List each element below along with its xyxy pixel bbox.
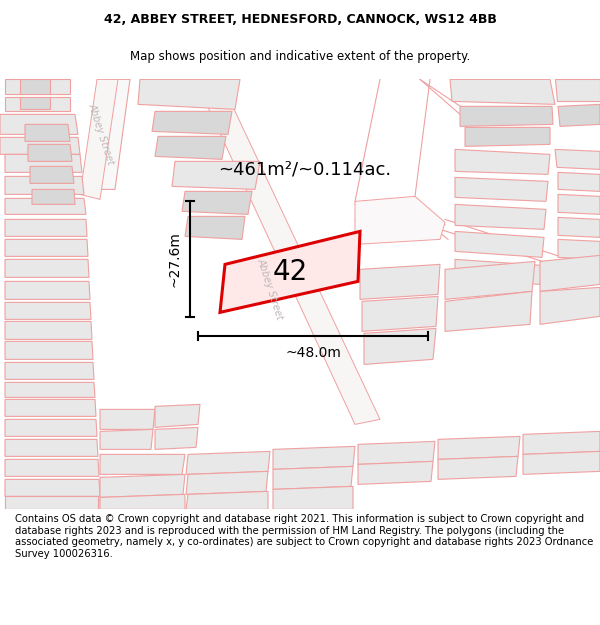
Polygon shape — [362, 296, 438, 331]
Polygon shape — [0, 138, 80, 154]
Polygon shape — [273, 486, 353, 509]
Polygon shape — [364, 328, 436, 364]
Polygon shape — [358, 441, 435, 464]
Polygon shape — [5, 176, 84, 194]
Polygon shape — [360, 264, 440, 299]
Polygon shape — [5, 499, 100, 509]
Polygon shape — [185, 216, 245, 239]
Polygon shape — [20, 98, 50, 109]
Text: ~27.6m: ~27.6m — [168, 231, 182, 288]
Polygon shape — [438, 456, 518, 479]
Text: ~48.0m: ~48.0m — [285, 346, 341, 361]
Polygon shape — [455, 149, 550, 174]
Polygon shape — [5, 79, 70, 94]
Text: Abbey Street: Abbey Street — [86, 102, 116, 166]
Polygon shape — [358, 461, 433, 484]
Polygon shape — [152, 111, 232, 134]
Polygon shape — [5, 399, 96, 416]
Polygon shape — [455, 204, 546, 229]
Polygon shape — [100, 454, 185, 474]
Polygon shape — [438, 436, 520, 459]
Polygon shape — [523, 451, 600, 474]
Text: Abbey Street: Abbey Street — [256, 258, 284, 321]
Text: Contains OS data © Crown copyright and database right 2021. This information is : Contains OS data © Crown copyright and d… — [15, 514, 593, 559]
Text: Map shows position and indicative extent of the property.: Map shows position and indicative extent… — [130, 50, 470, 62]
Polygon shape — [100, 494, 185, 509]
Polygon shape — [155, 136, 226, 159]
Polygon shape — [138, 79, 240, 109]
Polygon shape — [5, 496, 98, 509]
Polygon shape — [445, 291, 532, 331]
Polygon shape — [220, 231, 360, 312]
Polygon shape — [20, 79, 50, 94]
Polygon shape — [5, 98, 70, 111]
Polygon shape — [5, 219, 87, 236]
Polygon shape — [5, 281, 90, 299]
Polygon shape — [100, 429, 153, 449]
Polygon shape — [450, 79, 555, 104]
Polygon shape — [355, 196, 445, 244]
Polygon shape — [186, 491, 268, 509]
Polygon shape — [186, 471, 268, 494]
Polygon shape — [5, 239, 88, 256]
Polygon shape — [445, 261, 535, 299]
Polygon shape — [5, 321, 92, 339]
Polygon shape — [540, 256, 600, 291]
Polygon shape — [80, 79, 118, 199]
Polygon shape — [558, 239, 600, 259]
Polygon shape — [186, 451, 270, 474]
Text: ~461m²/~0.114ac.: ~461m²/~0.114ac. — [218, 161, 392, 178]
Polygon shape — [273, 466, 353, 489]
Polygon shape — [155, 404, 200, 428]
Text: 42, ABBEY STREET, HEDNESFORD, CANNOCK, WS12 4BB: 42, ABBEY STREET, HEDNESFORD, CANNOCK, W… — [104, 13, 496, 26]
Polygon shape — [100, 474, 185, 498]
Polygon shape — [28, 144, 72, 161]
Polygon shape — [32, 189, 75, 204]
Polygon shape — [5, 362, 94, 379]
Polygon shape — [540, 288, 600, 324]
Polygon shape — [30, 166, 74, 183]
Polygon shape — [5, 259, 89, 278]
Polygon shape — [5, 479, 100, 496]
Polygon shape — [558, 194, 600, 214]
Polygon shape — [5, 198, 86, 214]
Polygon shape — [182, 191, 252, 214]
Text: 42: 42 — [272, 258, 308, 286]
Polygon shape — [455, 177, 548, 201]
Polygon shape — [5, 154, 82, 173]
Polygon shape — [5, 459, 99, 476]
Polygon shape — [5, 419, 97, 436]
Polygon shape — [455, 231, 544, 258]
Polygon shape — [25, 124, 70, 141]
Polygon shape — [5, 341, 93, 359]
Polygon shape — [555, 149, 600, 169]
Polygon shape — [455, 259, 542, 284]
Polygon shape — [0, 114, 78, 134]
Polygon shape — [172, 161, 260, 189]
Polygon shape — [155, 428, 198, 449]
Polygon shape — [558, 217, 600, 238]
Polygon shape — [195, 79, 380, 424]
Polygon shape — [100, 409, 155, 429]
Polygon shape — [555, 79, 600, 101]
Polygon shape — [5, 302, 91, 319]
Polygon shape — [558, 104, 600, 126]
Polygon shape — [273, 446, 355, 469]
Polygon shape — [5, 382, 95, 398]
Polygon shape — [5, 439, 98, 456]
Polygon shape — [465, 127, 550, 146]
Polygon shape — [97, 79, 130, 189]
Polygon shape — [558, 173, 600, 191]
Polygon shape — [460, 106, 553, 126]
Polygon shape — [523, 431, 600, 454]
